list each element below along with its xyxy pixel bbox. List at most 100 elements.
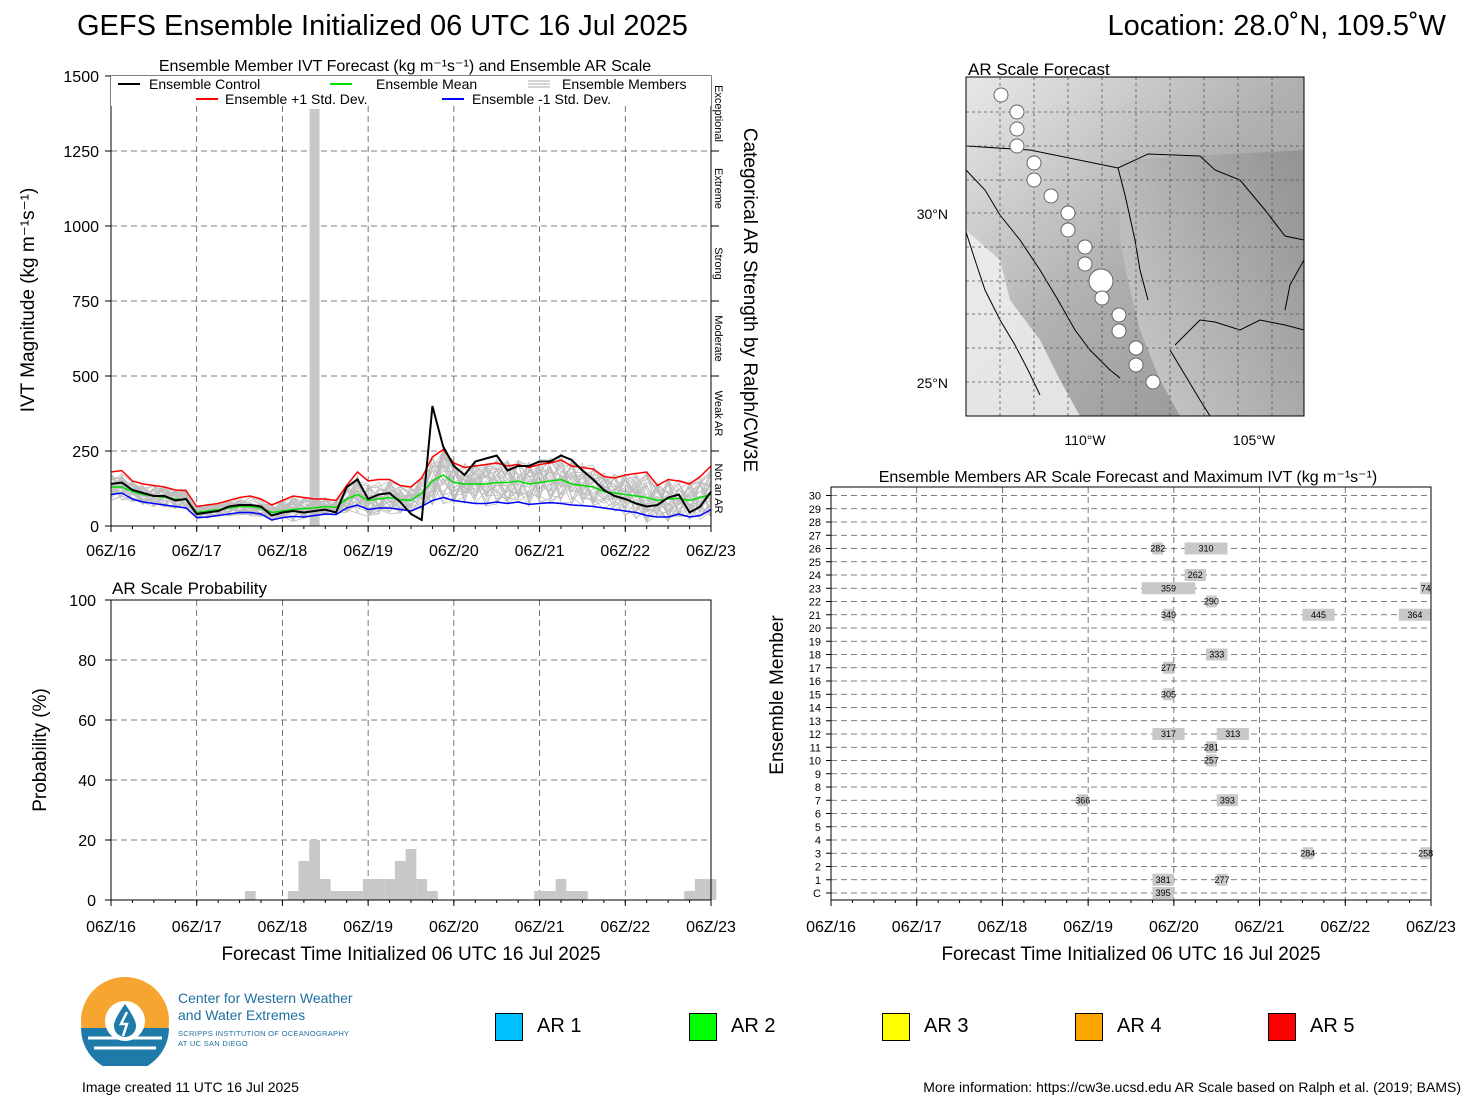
member-ar-event: [1077, 794, 1089, 807]
ar1-swatch: [495, 1013, 523, 1041]
logo-line-1: Center for Western Weather: [178, 990, 353, 1006]
ivt-y-tick-label: 250: [72, 444, 99, 461]
member-x-tick-label: 06Z/18: [978, 919, 1028, 936]
legend-members: Ensemble Members: [562, 76, 687, 92]
ar-category-label: Not an AR: [712, 463, 724, 513]
logo-line-3: SCRIPPS INSTITUTION OF OCEANOGRAPHY: [178, 1029, 350, 1038]
ar-strength-axis-label: Categorical AR Strength by Ralph/CW3E: [739, 128, 760, 472]
ivt-y-tick-label: 750: [72, 294, 99, 311]
member-ar-event: [1206, 741, 1217, 754]
member-y-tick-label: 26: [809, 544, 821, 556]
member-max-ivt-label: 366: [1075, 795, 1090, 805]
legend-plus-std: Ensemble +1 Std. Dev.: [225, 91, 368, 107]
member-y-tick-label: 20: [809, 623, 821, 635]
member-max-ivt-label: 381: [1156, 875, 1171, 885]
prob-x-tick-label: 06Z/19: [343, 919, 393, 936]
ivt-x-tick-label: 06Z/20: [429, 543, 479, 560]
ivt-x-tick-label: 06Z/23: [686, 543, 736, 560]
ivt-y-tick-label: 1500: [63, 69, 99, 86]
member-y-tick-label: 12: [809, 729, 821, 741]
member-y-tick-label: 22: [809, 597, 821, 609]
prob-bar: [684, 891, 695, 900]
prob-bar: [287, 891, 299, 900]
ivt-legend: Ensemble Control Ensemble Mean Ensemble …: [111, 76, 711, 107]
member-y-tick-label: 21: [809, 610, 821, 622]
ivt-x-tick-label: 06Z/22: [600, 543, 650, 560]
prob-x-tick-label: 06Z/21: [515, 919, 565, 936]
prob-bar: [330, 891, 342, 900]
ivt-y-tick-label: 1250: [63, 144, 99, 161]
probability-panel-title: AR Scale Probability: [112, 579, 267, 598]
prob-bar: [362, 879, 374, 900]
ar5-swatch: [1268, 1013, 1296, 1041]
ivt-control-line: [110, 405, 712, 522]
map-frame: [965, 76, 1305, 417]
member-y-tick-label: 3: [815, 848, 821, 860]
member-max-ivt-label: 277: [1161, 663, 1176, 673]
member-max-ivt-label: 257: [1204, 756, 1219, 766]
ivt-x-tick-label: 06Z/21: [515, 543, 565, 560]
member-y-tick-label: 9: [815, 769, 821, 781]
prob-bar: [577, 891, 588, 900]
prob-y-tick-label: 80: [78, 653, 96, 670]
prob-bar: [394, 861, 406, 900]
member-ar-event: [1398, 608, 1431, 621]
prob-bar: [373, 879, 385, 900]
ivt-member-line: [110, 461, 712, 519]
member-y-tick-label: 29: [809, 504, 821, 516]
ar4-label: AR 4: [1117, 1015, 1162, 1037]
member-max-ivt-label: 445: [1311, 610, 1326, 620]
probability-panel: AR Scale Probability Probability (%) For…: [30, 579, 736, 965]
prob-y-tick-label: 20: [78, 833, 96, 850]
members-x-axis-label: Forecast Time Initialized 06 UTC 16 Jul …: [941, 944, 1320, 965]
legend-control: Ensemble Control: [149, 76, 260, 92]
member-max-ivt-label: 364: [1407, 610, 1422, 620]
ivt-mean-line: [111, 474, 712, 514]
map-title: AR Scale Forecast: [968, 60, 1110, 79]
members-y-axis-label: Ensemble Member: [767, 615, 788, 775]
prob-bar: [244, 891, 256, 900]
member-y-tick-label: 13: [809, 716, 821, 728]
more-info-note: More information: https://cw3e.ucsd.edu …: [923, 1079, 1461, 1095]
member-ar-event: [1216, 794, 1239, 807]
cw3e-logo-icon: [81, 977, 169, 1072]
ivt-member-line: [110, 457, 712, 523]
prob-y-tick-label: 0: [87, 893, 96, 910]
member-max-ivt-label: 317: [1161, 729, 1176, 739]
prob-x-tick-label: 06Z/23: [686, 919, 736, 936]
logo-line-2: and Water Extremes: [178, 1007, 306, 1023]
probability-x-axis-label: Forecast Time Initialized 06 UTC 16 Jul …: [221, 944, 600, 965]
member-y-tick-label: 28: [809, 517, 821, 529]
prob-bar: [555, 879, 567, 900]
ivt-plus-std-line: [110, 448, 712, 508]
prob-bar: [694, 879, 706, 900]
ar2-label: AR 2: [731, 1015, 776, 1037]
member-max-ivt-label: 290: [1204, 597, 1219, 607]
member-ar-event: [1302, 847, 1314, 860]
member-max-ivt-label: 305: [1161, 689, 1176, 699]
ivt-x-tick-label: 06Z/19: [343, 543, 393, 560]
ar4-swatch: [1075, 1013, 1103, 1041]
member-y-tick-label: 16: [809, 676, 821, 688]
member-y-tick-label: 27: [809, 530, 821, 542]
ar-category-label: Exceptional: [712, 85, 724, 142]
member-x-tick-label: 06Z/20: [1149, 919, 1199, 936]
prob-bar: [309, 840, 320, 900]
ar5-label: AR 5: [1310, 1015, 1355, 1037]
ar-category-label: Weak AR: [712, 391, 724, 437]
legend-minus-std: Ensemble -1 Std. Dev.: [472, 91, 611, 107]
probability-y-axis-label: Probability (%): [30, 688, 51, 812]
ivt-y-tick-label: 500: [72, 369, 99, 386]
prob-y-tick-label: 60: [78, 713, 96, 730]
members-panel: Ensemble Members AR Scale Forecast and M…: [767, 469, 1456, 965]
member-y-tick-label: 18: [809, 650, 821, 662]
prob-x-tick-label: 06Z/22: [600, 919, 650, 936]
ivt-minus-std-line: [110, 492, 712, 521]
ivt-panel: Ensemble Member IVT Forecast (kg m⁻¹s⁻¹)…: [18, 58, 760, 560]
member-x-tick-label: 06Z/23: [1406, 919, 1456, 936]
prob-x-tick-label: 06Z/18: [258, 919, 308, 936]
member-max-ivt-label: 277: [1215, 875, 1230, 885]
ar3-label: AR 3: [924, 1015, 969, 1037]
member-max-ivt-label: 310: [1198, 544, 1213, 554]
ar-category-label: Moderate: [712, 315, 724, 361]
